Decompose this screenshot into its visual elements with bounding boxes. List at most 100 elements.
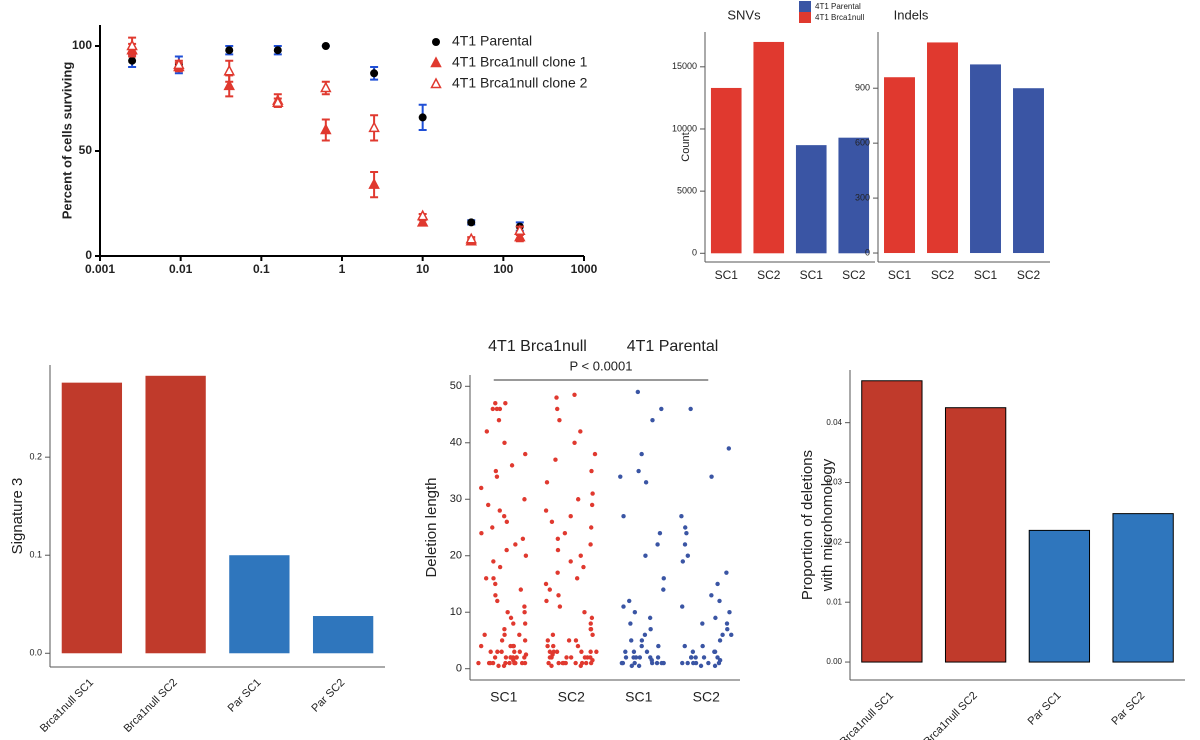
x-tick-label: 1: [339, 262, 346, 276]
point: [688, 406, 693, 412]
point: [581, 564, 586, 570]
point: [575, 643, 581, 649]
point: [223, 79, 235, 91]
point: [547, 587, 552, 592]
point: [564, 655, 569, 660]
point: [223, 64, 235, 76]
point: [717, 638, 723, 643]
point: [522, 604, 527, 609]
point: [679, 514, 684, 519]
point: [479, 530, 484, 536]
point: [416, 215, 429, 227]
point: [589, 615, 595, 621]
point: [635, 389, 641, 395]
annotation: P < 0.0001: [569, 358, 632, 373]
point: [513, 542, 518, 547]
point: [545, 638, 551, 643]
point: [644, 649, 650, 654]
y-tick-label: 10: [450, 606, 462, 618]
point: [712, 649, 718, 654]
point: [632, 610, 638, 615]
point: [629, 638, 634, 643]
point: [368, 177, 380, 189]
point: [639, 451, 644, 457]
x-tick-label: 100: [493, 262, 513, 276]
point: [648, 626, 653, 632]
point: [523, 451, 528, 457]
point: [588, 660, 594, 666]
legend-label: 4T1 Parental: [452, 33, 532, 49]
point: [501, 514, 507, 519]
point: [546, 660, 551, 666]
point: [504, 547, 509, 553]
y-tick-label: 0.02: [826, 537, 842, 546]
x-tick-label: SC2: [693, 689, 720, 705]
point: [508, 615, 514, 621]
point: [579, 649, 584, 654]
point: [680, 660, 685, 666]
x-tick-label: SC1: [888, 268, 912, 282]
point: [573, 638, 579, 643]
point: [551, 643, 556, 649]
x-tick-label: SC2: [931, 268, 955, 282]
point: [549, 663, 554, 669]
point: [483, 576, 489, 581]
point: [553, 457, 558, 462]
point: [588, 626, 594, 632]
point: [504, 519, 510, 525]
point: [497, 508, 502, 513]
point: [568, 655, 574, 660]
point: [514, 655, 519, 660]
point: [128, 56, 137, 65]
x-tick-label: SC2: [757, 268, 781, 282]
legend-swatch: [799, 1, 811, 12]
point: [589, 525, 594, 530]
point: [642, 632, 648, 638]
point: [496, 417, 502, 423]
point: [554, 649, 560, 654]
legend-label: 4T1 Brca1null clone 1: [452, 54, 588, 70]
y-tick-label: 0.0: [29, 648, 42, 658]
point: [549, 519, 555, 525]
point: [588, 621, 593, 626]
point: [550, 632, 556, 638]
y-tick-label: 0.1: [29, 550, 42, 560]
x-tick-label: 0.1: [253, 262, 270, 276]
point: [512, 660, 517, 666]
point: [368, 121, 380, 133]
point: [560, 660, 565, 666]
point: [636, 468, 641, 474]
point: [700, 621, 705, 626]
point: [619, 660, 625, 666]
point: [682, 643, 687, 649]
legend-marker: [430, 77, 442, 89]
point: [126, 39, 138, 51]
y-axis-label: Count: [680, 132, 692, 161]
point: [685, 660, 690, 666]
bar: [927, 42, 958, 254]
point: [563, 660, 568, 666]
point: [493, 581, 498, 587]
point: [656, 643, 661, 649]
bar: [1028, 529, 1091, 663]
y-tick-label: 100: [72, 38, 92, 52]
point: [623, 649, 628, 654]
bar: [970, 64, 1001, 254]
point: [502, 632, 507, 638]
y-tick-label: 0: [456, 663, 462, 675]
point: [547, 649, 553, 654]
y-tick-label: 600: [855, 138, 870, 148]
x-tick-label: Brca1null SC2: [122, 677, 180, 735]
point: [522, 621, 528, 626]
y-tick-label: 50: [79, 143, 93, 157]
legend-marker: [430, 56, 442, 68]
point: [590, 491, 595, 496]
point: [557, 417, 562, 423]
point: [482, 632, 487, 638]
point: [725, 626, 730, 632]
point: [544, 480, 550, 485]
point: [717, 658, 723, 663]
point: [517, 649, 522, 654]
point: [627, 598, 632, 604]
point: [647, 615, 653, 621]
